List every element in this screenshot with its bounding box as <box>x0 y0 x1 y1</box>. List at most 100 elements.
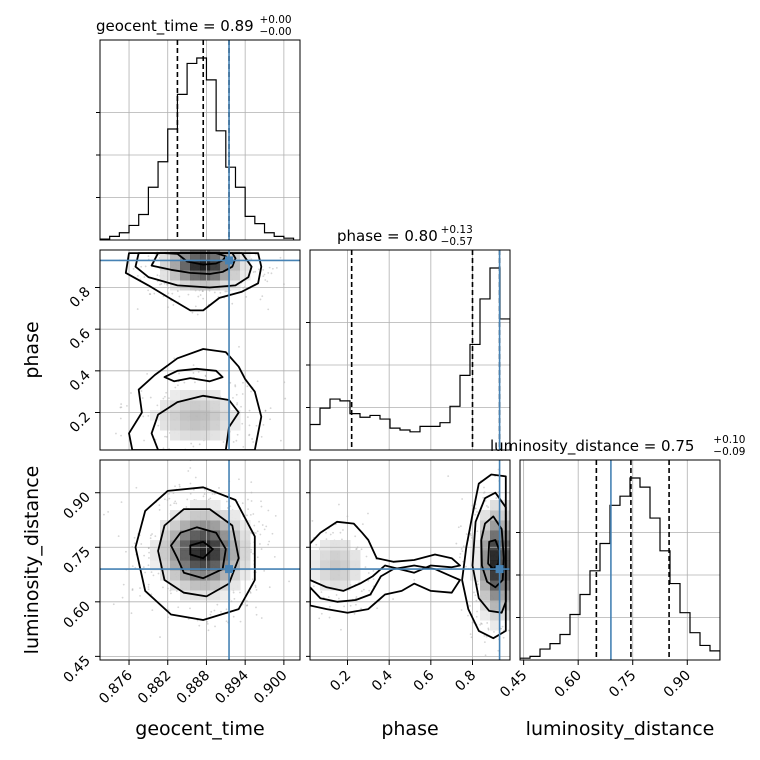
sample-point <box>231 302 234 305</box>
sample-point <box>246 416 249 419</box>
sample-point <box>525 634 527 636</box>
sample-point <box>156 274 159 277</box>
sample-point <box>518 557 520 559</box>
sample-point <box>140 390 143 392</box>
sample-point <box>263 569 266 572</box>
sample-point <box>460 609 463 611</box>
sample-point <box>517 519 519 521</box>
sample-point <box>165 391 168 394</box>
sample-point <box>232 441 235 443</box>
sample-point <box>476 511 478 513</box>
sample-point <box>473 591 475 594</box>
density-cell <box>180 520 191 531</box>
sample-point <box>301 584 303 586</box>
sample-point <box>470 534 473 537</box>
sample-point <box>249 592 252 594</box>
sample-point <box>125 550 127 553</box>
sample-point <box>177 460 179 462</box>
density-cell <box>340 580 351 591</box>
sample-point <box>502 667 504 669</box>
sample-point <box>510 503 512 505</box>
sample-point <box>131 589 134 592</box>
sample-point <box>460 548 463 550</box>
sample-point <box>268 266 271 269</box>
density-cell <box>330 580 341 591</box>
sample-point <box>361 523 364 526</box>
density-cell <box>200 530 211 541</box>
sample-point <box>497 649 500 652</box>
sample-point <box>174 386 177 389</box>
sample-point <box>213 609 216 612</box>
sample-point <box>192 445 195 448</box>
density-cell <box>230 260 241 271</box>
sample-point <box>140 543 143 545</box>
density-cell <box>210 420 221 431</box>
sample-point <box>219 229 221 231</box>
sample-point <box>337 597 340 600</box>
density-cell <box>210 390 221 401</box>
sample-point <box>487 628 490 631</box>
sample-point <box>260 435 263 438</box>
sample-point <box>186 246 188 248</box>
sample-point <box>255 613 258 616</box>
sample-point <box>119 417 122 420</box>
sample-point <box>264 279 267 281</box>
sample-point <box>266 280 269 283</box>
sample-point <box>192 488 195 491</box>
sample-point <box>236 403 238 406</box>
sample-point <box>130 612 133 615</box>
sample-point <box>511 612 513 614</box>
density-cell <box>190 500 201 511</box>
sample-point <box>149 293 152 296</box>
sample-point <box>147 255 150 257</box>
sample-point <box>367 579 370 582</box>
density-cell <box>200 430 211 441</box>
density-cell <box>340 560 351 571</box>
sample-point <box>142 415 145 418</box>
sample-point <box>372 570 375 572</box>
sample-point <box>168 397 170 400</box>
sample-point <box>205 247 207 249</box>
sample-point <box>186 241 188 243</box>
sample-point <box>501 625 504 628</box>
sample-point <box>476 580 479 583</box>
density-cell <box>230 420 241 431</box>
sample-point <box>521 522 523 524</box>
sample-point <box>194 381 196 384</box>
density-cell <box>190 260 201 271</box>
sample-point <box>474 594 477 597</box>
sample-point <box>487 627 490 630</box>
sample-point <box>178 485 181 488</box>
density-cell <box>190 420 201 431</box>
sample-point <box>190 442 193 445</box>
density-cell <box>220 280 231 291</box>
sample-point <box>241 451 243 453</box>
sample-point <box>218 487 220 489</box>
sample-point <box>194 454 196 456</box>
density-cell <box>490 560 501 571</box>
sample-point <box>197 237 199 239</box>
sample-point <box>269 418 271 421</box>
sample-point <box>239 591 241 594</box>
sample-point <box>165 244 167 246</box>
sample-point <box>162 237 164 239</box>
sample-point <box>255 588 258 591</box>
sample-point <box>164 435 166 438</box>
contour-line <box>128 348 263 450</box>
density-cell <box>160 420 171 431</box>
sample-point <box>119 406 122 409</box>
sample-point <box>162 447 165 450</box>
sample-point <box>216 244 218 246</box>
sample-point <box>261 524 264 526</box>
tick-label: 0.45 <box>497 668 530 701</box>
sample-point <box>147 588 150 591</box>
sample-point <box>178 295 181 298</box>
sample-point <box>238 241 240 243</box>
sample-point <box>265 525 268 528</box>
panel-hist-phase: phase = 0.80 +0.13−0.57 <box>306 224 511 451</box>
panel-2d-geocent_time-luminosity_distance <box>99 451 301 661</box>
sample-point <box>522 539 524 541</box>
sample-point <box>141 397 144 399</box>
sample-point <box>202 245 204 247</box>
sample-point <box>210 610 213 613</box>
